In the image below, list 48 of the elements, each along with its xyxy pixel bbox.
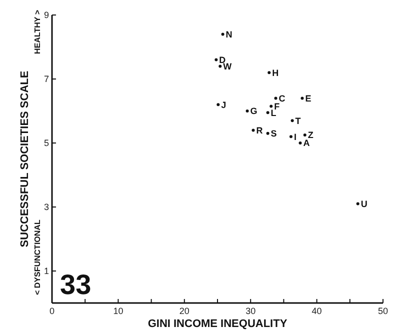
text: HEALTHY > [33, 10, 42, 54]
point [270, 104, 273, 108]
point [221, 32, 224, 36]
point [218, 64, 222, 68]
point [274, 96, 278, 100]
x-tick-label: 0 [49, 306, 55, 316]
series-label: I [294, 132, 296, 142]
x-tick-label: 30 [246, 306, 256, 316]
y-tick-label: 3 [44, 202, 49, 212]
point [290, 119, 294, 122]
series-label: C [278, 93, 286, 104]
point [266, 111, 270, 114]
series-label: N [226, 29, 232, 40]
series-label: E [305, 93, 312, 104]
series-label: S [270, 128, 277, 139]
y-tick-label: 1 [44, 266, 49, 276]
x-tick-label: 40 [312, 306, 322, 316]
point [214, 58, 218, 62]
series-label: R [256, 125, 264, 136]
point [246, 110, 249, 112]
series-label: G [250, 106, 258, 116]
series-label: U [360, 198, 368, 209]
point [298, 142, 302, 144]
annotation: 33 [60, 269, 92, 300]
x-tick-label: 10 [113, 306, 124, 316]
point [303, 134, 306, 136]
series-label: H [272, 68, 279, 78]
y-tick-label: 5 [44, 138, 49, 148]
x-tick-label: 50 [378, 306, 388, 316]
series-label: A [303, 138, 310, 148]
series-label: L [270, 108, 277, 118]
point [252, 128, 255, 132]
x-axis-title: GINI INCOME INEQUALITY [148, 318, 288, 330]
y-axis-title: SUCCESSFUL SOCIETIES SCALE [19, 70, 31, 248]
text: < DYSFUNCTIONAL [33, 220, 42, 295]
series-label: T [295, 116, 302, 126]
point [289, 135, 292, 138]
point [266, 132, 270, 135]
point [268, 71, 271, 74]
y-tick-label: 7 [44, 74, 49, 84]
y-tick-label: 9 [44, 10, 49, 20]
point [300, 96, 304, 100]
series-label: J [221, 100, 226, 110]
x-tick-label: 20 [179, 306, 190, 316]
series-label: Z [308, 130, 314, 140]
series-label: F [274, 101, 280, 112]
point [356, 202, 360, 206]
point [216, 103, 220, 106]
